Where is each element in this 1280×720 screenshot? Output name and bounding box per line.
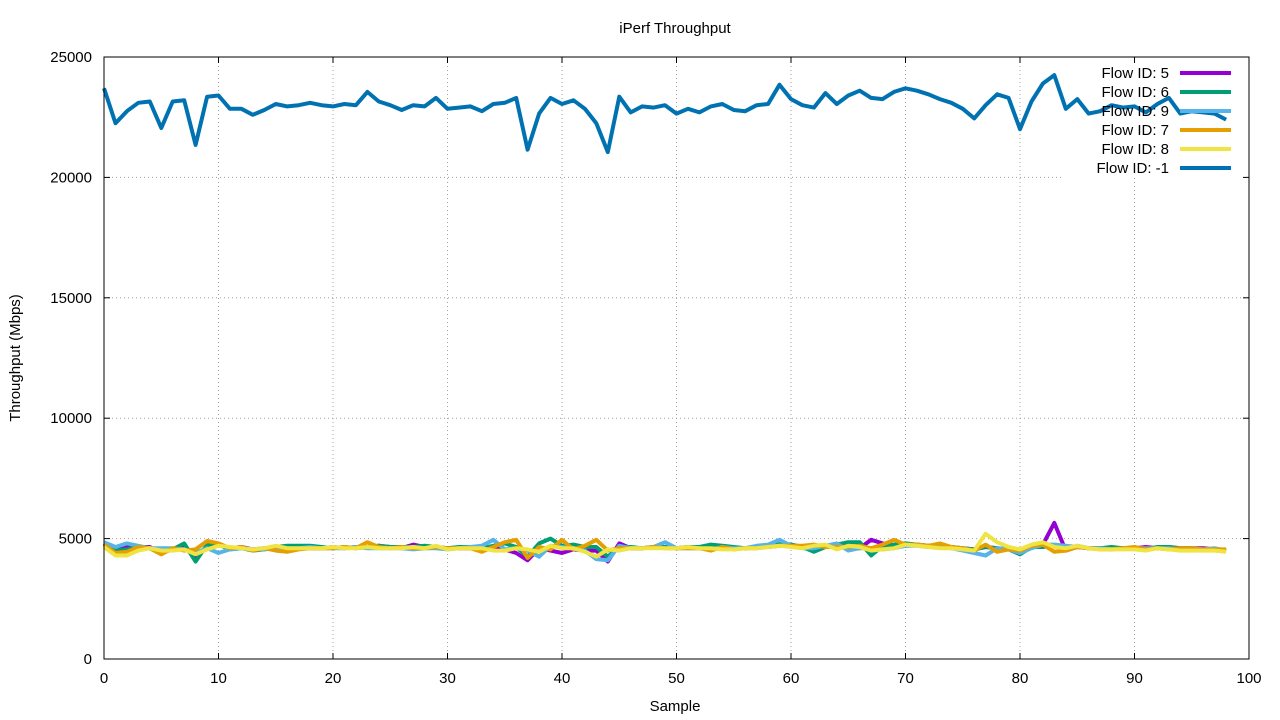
y-axis-label: Throughput (Mbps) xyxy=(7,294,24,422)
x-tick-label: 50 xyxy=(668,670,685,687)
legend-item-flow-id-1: Flow ID: -1 xyxy=(1096,160,1231,177)
y-tick-label: 5000 xyxy=(59,531,92,548)
legend-item-flow-id-5: Flow ID: 5 xyxy=(1101,65,1231,82)
grid-layer xyxy=(104,57,1249,659)
x-tick-label: 90 xyxy=(1126,670,1143,687)
x-tick-label: 100 xyxy=(1236,670,1261,687)
x-axis-label: Sample xyxy=(650,698,701,715)
x-tick-label: 40 xyxy=(554,670,571,687)
x-tick-label: 30 xyxy=(439,670,456,687)
series-line-flow-id-8 xyxy=(102,531,1227,559)
legend-item-flow-id-8: Flow ID: 8 xyxy=(1101,141,1231,158)
y-tick-label: 0 xyxy=(84,651,92,668)
x-tick-label: 20 xyxy=(325,670,342,687)
y-tick-label: 15000 xyxy=(50,290,92,307)
tick-layer xyxy=(103,56,1250,660)
legend-label: Flow ID: 7 xyxy=(1101,122,1169,139)
x-tick-label: 60 xyxy=(783,670,800,687)
legend-item-flow-id-7: Flow ID: 7 xyxy=(1101,122,1231,139)
legend-item-flow-id-6: Flow ID: 6 xyxy=(1101,84,1231,101)
series-line-flow-id-1 xyxy=(102,73,1228,155)
tick-label-layer: 0 10 20 30 40 50 60 70 80 90 100 0 5000 10000 15000 200… xyxy=(50,49,1261,687)
x-tick-label: 70 xyxy=(897,670,914,687)
y-tick-label: 25000 xyxy=(50,49,92,66)
x-tick-label: 0 xyxy=(100,670,108,687)
series-layer xyxy=(102,73,1228,564)
legend: Flow ID: 5 Flow ID: 6 Flow ID: 9 Flow ID: 7… xyxy=(1096,65,1231,177)
legend-label: Flow ID: -1 xyxy=(1096,160,1169,177)
legend-label: Flow ID: 8 xyxy=(1101,141,1169,158)
legend-label: Flow ID: 5 xyxy=(1101,65,1169,82)
chart-title: iPerf Throughput xyxy=(619,20,731,37)
y-tick-label: 10000 xyxy=(50,410,92,427)
legend-item-flow-id-9: Flow ID: 9 xyxy=(1101,103,1231,120)
legend-label: Flow ID: 6 xyxy=(1101,84,1169,101)
y-tick-label: 20000 xyxy=(50,169,92,186)
legend-label: Flow ID: 9 xyxy=(1101,103,1169,120)
x-tick-label: 80 xyxy=(1012,670,1029,687)
x-tick-label: 10 xyxy=(210,670,227,687)
